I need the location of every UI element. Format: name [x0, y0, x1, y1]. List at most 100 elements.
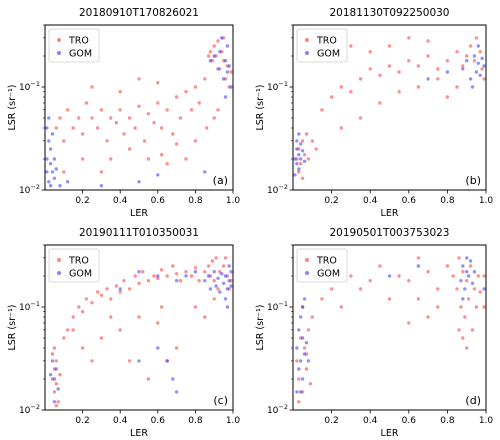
data-point-tro	[184, 157, 188, 161]
data-point-tro	[54, 382, 58, 386]
data-point-tro	[482, 274, 486, 278]
data-point-tro	[206, 264, 211, 268]
data-point-gom	[465, 256, 469, 260]
data-point-tro	[152, 274, 156, 278]
data-point-gom	[216, 67, 220, 71]
legend-marker	[57, 271, 61, 275]
data-point-gom	[466, 274, 471, 278]
data-point-tro	[193, 305, 198, 309]
data-point-tro	[378, 73, 382, 78]
data-point-tro	[472, 287, 477, 291]
data-point-gom	[293, 157, 297, 161]
panel: 20190111T010350031 0.2 0.4 0.6 0.8 1.0 10−2 10−…	[7, 227, 240, 439]
legend-label: TRO	[316, 36, 337, 47]
data-point-tro	[329, 95, 334, 99]
data-point-gom	[297, 367, 301, 371]
data-point-gom	[472, 270, 477, 274]
data-point-tro	[146, 377, 151, 381]
data-point-tro	[465, 54, 469, 58]
data-point-tro	[468, 44, 473, 48]
data-point-tro	[62, 336, 66, 340]
data-point-tro	[184, 270, 188, 274]
data-point-gom	[174, 390, 179, 394]
data-point-gom	[227, 279, 231, 283]
data-point-gom	[225, 44, 230, 48]
data-point-tro	[480, 67, 484, 71]
data-point-tro	[156, 101, 160, 105]
data-point-tro	[197, 279, 201, 283]
data-point-tro	[349, 44, 353, 48]
data-point-tro	[426, 315, 430, 319]
data-point-tro	[171, 264, 175, 268]
y-tick-label: 10−1	[19, 300, 40, 313]
data-point-tro	[461, 64, 465, 68]
data-point-tro	[299, 162, 303, 166]
y-tick-label: 10−1	[19, 80, 40, 93]
x-tick-label: 1.0	[226, 196, 241, 206]
data-point-gom	[165, 359, 169, 363]
data-point-tro	[368, 279, 372, 283]
data-point-tro	[127, 287, 132, 291]
data-point-tro	[426, 39, 430, 43]
data-point-tro	[358, 287, 363, 291]
data-point-tro	[297, 377, 301, 381]
data-point-gom	[212, 54, 216, 58]
data-point-tro	[482, 77, 486, 81]
data-point-tro	[306, 328, 311, 332]
data-point-tro	[71, 315, 75, 319]
data-point-tro	[71, 126, 75, 130]
data-point-gom	[174, 279, 179, 283]
data-point-tro	[178, 279, 183, 283]
data-points	[48, 256, 233, 408]
data-point-tro	[114, 284, 119, 288]
x-axis-label: LER	[381, 428, 399, 439]
data-point-gom	[476, 61, 480, 65]
data-point-tro	[203, 270, 207, 274]
data-point-gom	[99, 184, 104, 188]
data-point-tro	[304, 367, 309, 371]
legend-marker	[57, 51, 61, 55]
data-point-tro	[90, 301, 94, 305]
data-point-tro	[159, 153, 164, 157]
data-point-tro	[436, 287, 440, 291]
data-point-tro	[127, 359, 132, 363]
data-point-tro	[349, 90, 353, 94]
data-point-tro	[459, 305, 463, 309]
data-point-tro	[118, 108, 122, 112]
x-tick-label: 0.8	[188, 416, 203, 426]
data-point-tro	[476, 274, 480, 278]
data-point-tro	[99, 293, 104, 297]
data-point-gom	[225, 70, 230, 74]
data-point-gom	[229, 85, 233, 89]
data-point-tro	[146, 279, 151, 283]
legend-label: TRO	[68, 36, 89, 47]
data-point-tro	[65, 328, 70, 332]
data-point-gom	[299, 359, 303, 363]
data-point-tro	[221, 264, 226, 268]
data-point-gom	[65, 180, 70, 184]
data-point-tro	[478, 290, 482, 294]
data-point-gom	[220, 272, 224, 276]
data-point-gom	[474, 70, 479, 74]
data-point-tro	[455, 50, 459, 54]
x-tick-label: 0.4	[363, 196, 378, 206]
data-point-tro	[314, 147, 318, 151]
data-point-tro	[472, 59, 477, 63]
data-point-gom	[47, 180, 51, 184]
data-point-gom	[297, 167, 301, 171]
data-point-tro	[397, 90, 401, 94]
data-point-tro	[358, 116, 363, 120]
data-point-gom	[302, 297, 307, 301]
data-point-tro	[304, 132, 309, 136]
data-point-gom	[218, 50, 222, 54]
data-point-tro	[80, 346, 85, 350]
data-point-tro	[306, 157, 311, 161]
data-point-tro	[52, 346, 57, 350]
data-point-gom	[54, 367, 58, 371]
data-point-tro	[212, 44, 216, 48]
data-point-tro	[95, 126, 100, 130]
panel-tag: (c)	[213, 394, 228, 407]
data-point-tro	[407, 321, 411, 325]
data-point-tro	[302, 346, 307, 350]
data-point-gom	[478, 73, 482, 78]
